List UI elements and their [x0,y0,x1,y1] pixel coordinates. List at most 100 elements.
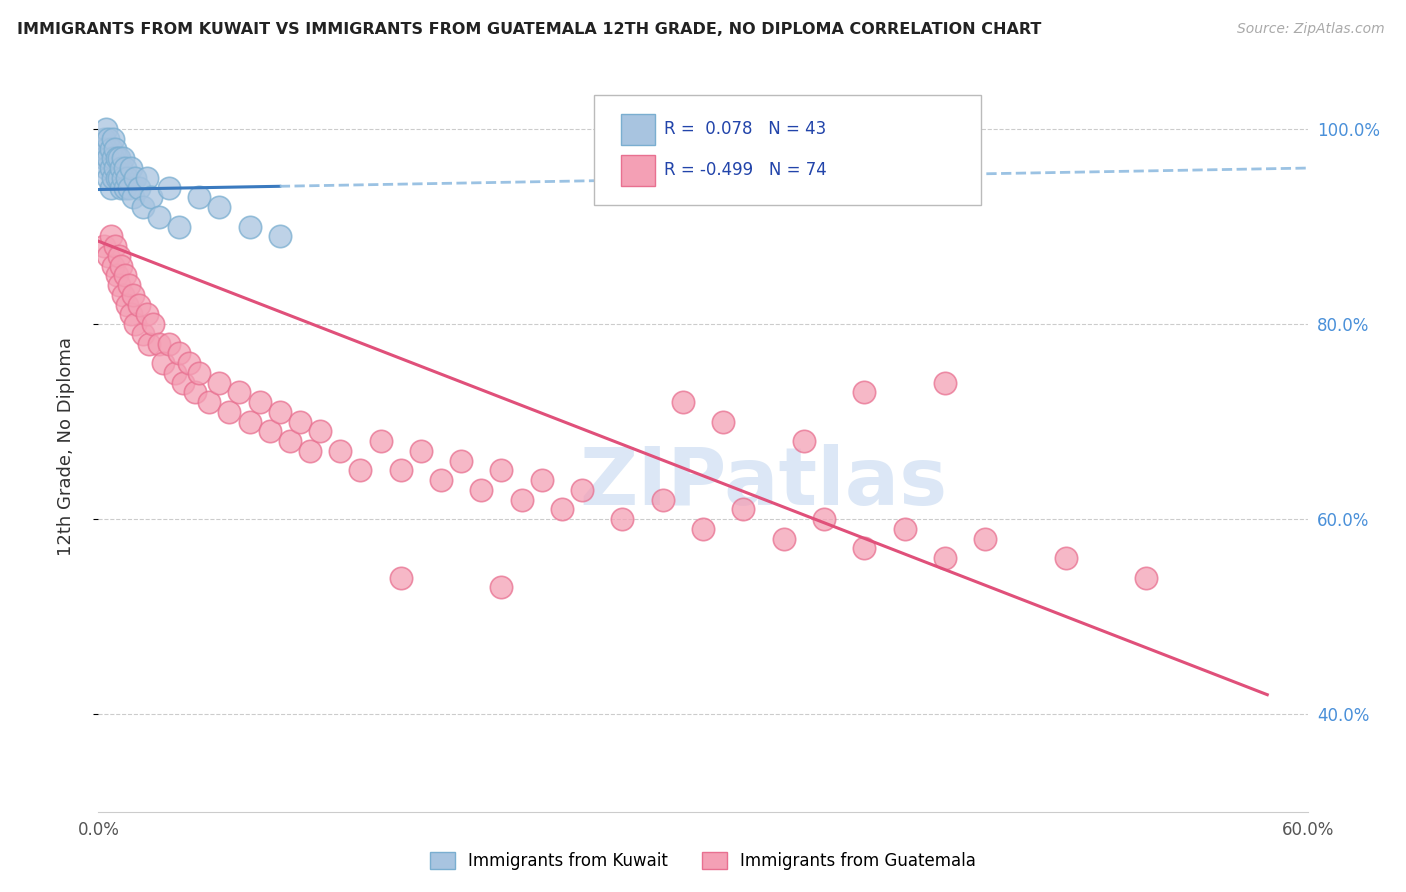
Point [853,385,876,400]
Point [157,180,180,194]
Point [163,366,186,380]
Point [93,239,115,253]
Point [269,229,291,244]
Point [132,326,155,341]
Point [128,180,150,194]
Point [167,219,190,234]
Point [793,434,815,449]
Y-axis label: 12th Grade, No Diploma: 12th Grade, No Diploma [56,336,75,556]
Point [309,425,332,439]
Point [228,385,250,400]
Point [491,463,513,477]
Point [103,161,125,175]
Point [96,122,118,136]
Point [813,512,835,526]
Point [430,473,453,487]
Point [103,239,125,253]
Point [389,571,412,585]
Text: Source: ZipAtlas.com: Source: ZipAtlas.com [1237,22,1385,37]
Point [692,522,714,536]
Point [733,502,755,516]
Point [167,346,190,360]
Point [111,151,134,165]
Text: R =  0.078   N = 43: R = 0.078 N = 43 [664,120,827,138]
Point [491,581,513,595]
Point [93,151,115,165]
Point [711,415,734,429]
Point [97,249,120,263]
Bar [621,155,655,186]
Point [128,297,150,311]
Point [91,142,114,156]
Point [100,229,122,244]
Point [934,551,956,566]
Point [269,405,291,419]
Point [111,170,134,185]
Point [612,512,634,526]
Point [101,259,124,273]
Point [409,443,432,458]
Point [114,268,136,283]
Point [107,278,129,293]
Point [157,336,180,351]
Point [772,532,794,546]
Point [148,210,170,224]
Bar [621,114,655,145]
Point [329,443,352,458]
Point [101,132,124,146]
Point [208,200,231,214]
Point [120,307,142,321]
Point [1054,551,1077,566]
Point [389,463,412,477]
Point [188,190,211,204]
Point [110,259,132,273]
Point [853,541,876,556]
Point [107,170,129,185]
Point [132,200,155,214]
Text: IMMIGRANTS FROM KUWAIT VS IMMIGRANTS FROM GUATEMALA 12TH GRADE, NO DIPLOMA CORRE: IMMIGRANTS FROM KUWAIT VS IMMIGRANTS FRO… [17,22,1042,37]
Point [100,161,122,175]
Point [96,161,118,175]
Point [120,161,142,175]
Point [139,190,162,204]
Point [107,249,129,263]
Point [551,502,574,516]
Point [510,492,533,507]
Point [299,443,322,458]
Point [110,161,132,175]
Point [470,483,492,497]
Point [239,219,262,234]
Point [101,170,124,185]
Point [142,317,165,331]
Point [651,492,673,507]
Point [672,395,695,409]
Text: R = -0.499   N = 74: R = -0.499 N = 74 [664,161,827,179]
Point [349,463,371,477]
Point [115,297,138,311]
Point [152,356,174,370]
FancyBboxPatch shape [595,95,981,204]
Point [103,142,125,156]
Point [239,415,262,429]
Point [118,180,141,194]
Point [259,425,281,439]
Point [105,151,128,165]
Point [124,170,146,185]
Point [96,142,118,156]
Point [111,288,134,302]
Point [97,132,120,146]
Point [114,180,136,194]
Point [118,278,141,293]
Point [148,336,170,351]
Point [450,453,472,467]
Point [530,473,553,487]
Point [105,170,128,185]
Point [97,170,120,185]
Point [138,336,160,351]
Point [208,376,231,390]
Point [107,151,129,165]
Point [249,395,271,409]
Point [179,356,201,370]
Point [188,366,211,380]
Point [934,376,956,390]
